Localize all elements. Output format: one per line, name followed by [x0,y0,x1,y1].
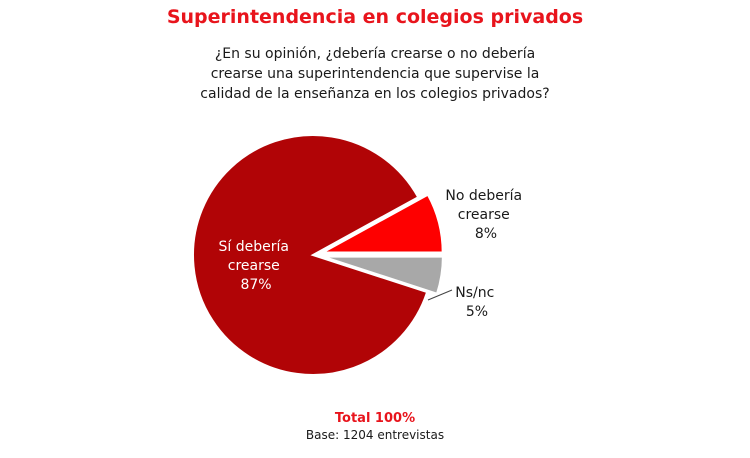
slice-label-si-deberia-crearse: Sí debería crearse 87% [219,239,294,293]
total-label: Total 100% [334,411,416,426]
question-line: calidad de la enseñanza en los colegios … [200,86,550,102]
slice-value-ns-nc: 5% [466,304,488,320]
base-label: Base: 1204 entrevistas [305,428,445,442]
pie-slice-no-deberia-crearse [322,193,444,254]
question-line: ¿En su opinión, ¿debería crearse o no de… [214,46,536,62]
pie-slice-si-deberia-crearse [192,134,429,376]
leader-line-ns-nc [427,289,453,301]
pie-slice-ns-nc [322,255,444,295]
slice-label-no-deberia-crearse: No debería crearse 8% [445,188,526,242]
slice-value-no-deberia-crearse: 8% [475,226,497,242]
chart-title: Superintendencia en colegios privados [166,6,584,28]
slice-value-si-deberia-crearse: 87% [240,277,271,293]
chart-question: ¿En su opinión, ¿debería crearse o no de… [0,44,750,104]
slice-label-ns-nc: Ns/nc 5% [455,285,499,320]
pie-slices [192,134,444,376]
question-line: crearse una superintendencia que supervi… [210,66,540,82]
